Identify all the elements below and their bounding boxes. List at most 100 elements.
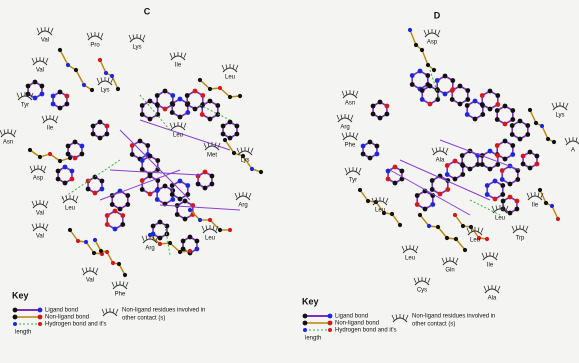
atom bbox=[48, 152, 52, 156]
residue-label: Leu bbox=[495, 216, 505, 222]
residue-label: Lys bbox=[555, 113, 564, 119]
residue-label: Asn bbox=[3, 140, 13, 146]
atom bbox=[515, 177, 520, 182]
atom bbox=[170, 197, 175, 202]
residue-label: Ala bbox=[436, 158, 445, 164]
atom bbox=[221, 124, 226, 129]
atom bbox=[195, 247, 200, 252]
atom bbox=[238, 94, 242, 98]
atom bbox=[80, 144, 85, 149]
atom bbox=[56, 169, 61, 174]
atom bbox=[510, 132, 515, 137]
atom bbox=[465, 97, 470, 102]
atom bbox=[221, 132, 226, 137]
atom bbox=[430, 178, 435, 183]
atom bbox=[465, 103, 470, 108]
atom bbox=[228, 120, 233, 125]
atom bbox=[91, 124, 96, 129]
residue-label: Phe bbox=[115, 292, 126, 298]
atom bbox=[195, 239, 200, 244]
atom bbox=[400, 169, 405, 174]
atom bbox=[170, 110, 175, 115]
atom bbox=[415, 202, 420, 207]
atom bbox=[148, 117, 153, 122]
atom bbox=[501, 199, 506, 204]
atom bbox=[328, 321, 333, 326]
atom bbox=[140, 112, 145, 117]
atom bbox=[552, 140, 556, 144]
atom bbox=[378, 116, 383, 121]
atom bbox=[303, 314, 308, 319]
atom bbox=[485, 183, 490, 188]
atom bbox=[500, 177, 505, 182]
atom bbox=[393, 165, 398, 170]
residue-label: Lys bbox=[100, 88, 109, 94]
atom bbox=[425, 73, 430, 78]
atom bbox=[508, 195, 513, 200]
atom bbox=[170, 192, 175, 197]
atom bbox=[38, 308, 43, 313]
atom bbox=[488, 167, 493, 172]
atom bbox=[303, 328, 307, 332]
atom bbox=[485, 237, 489, 241]
atom bbox=[140, 103, 145, 108]
atom bbox=[118, 207, 123, 212]
atom bbox=[544, 201, 548, 205]
atom bbox=[480, 93, 485, 98]
atom bbox=[525, 132, 530, 137]
atom bbox=[361, 144, 366, 149]
atom bbox=[208, 99, 213, 104]
atom bbox=[93, 191, 98, 196]
atom bbox=[450, 97, 455, 102]
key-text: other contact (s) bbox=[122, 316, 165, 322]
atom bbox=[528, 150, 533, 155]
atom bbox=[414, 43, 418, 47]
atom bbox=[503, 139, 508, 144]
atom bbox=[99, 249, 103, 253]
atom bbox=[68, 156, 72, 160]
atom bbox=[460, 163, 465, 168]
atom bbox=[465, 112, 470, 117]
atom bbox=[123, 273, 127, 277]
atom bbox=[510, 152, 515, 157]
atom bbox=[13, 315, 18, 320]
atom bbox=[178, 179, 183, 184]
atom bbox=[473, 99, 478, 104]
atom bbox=[13, 308, 18, 313]
atom bbox=[92, 251, 96, 255]
residue-label: Cys bbox=[417, 288, 427, 294]
atom bbox=[105, 132, 110, 137]
atom bbox=[443, 74, 448, 79]
atom bbox=[74, 68, 78, 72]
residue-label: Ala bbox=[488, 296, 497, 302]
atom bbox=[415, 193, 420, 198]
key-text: Non-ligand residues involved in bbox=[122, 308, 205, 314]
atom bbox=[303, 321, 308, 326]
atom bbox=[480, 112, 485, 117]
atom bbox=[110, 74, 114, 78]
atom bbox=[193, 107, 198, 112]
atom bbox=[371, 112, 376, 117]
atom bbox=[100, 187, 105, 192]
atom bbox=[163, 107, 168, 112]
residue-label: Arg bbox=[340, 125, 349, 131]
key-title: Key bbox=[302, 296, 319, 306]
atom bbox=[535, 162, 540, 167]
atom bbox=[145, 143, 150, 148]
atom bbox=[90, 88, 94, 92]
atom bbox=[420, 48, 424, 52]
atom bbox=[500, 192, 505, 197]
residue-label: Trp bbox=[516, 236, 525, 242]
atom bbox=[453, 213, 457, 217]
residue-label: Lys bbox=[240, 158, 249, 164]
atom bbox=[488, 149, 493, 154]
atom bbox=[420, 88, 425, 93]
atom bbox=[495, 102, 500, 107]
residue-label: Asp bbox=[427, 40, 438, 46]
atom bbox=[386, 177, 391, 182]
atom bbox=[495, 143, 500, 148]
residue-label: Lys bbox=[132, 45, 141, 51]
atom bbox=[535, 154, 540, 159]
atom bbox=[193, 89, 198, 94]
atom bbox=[385, 104, 390, 109]
